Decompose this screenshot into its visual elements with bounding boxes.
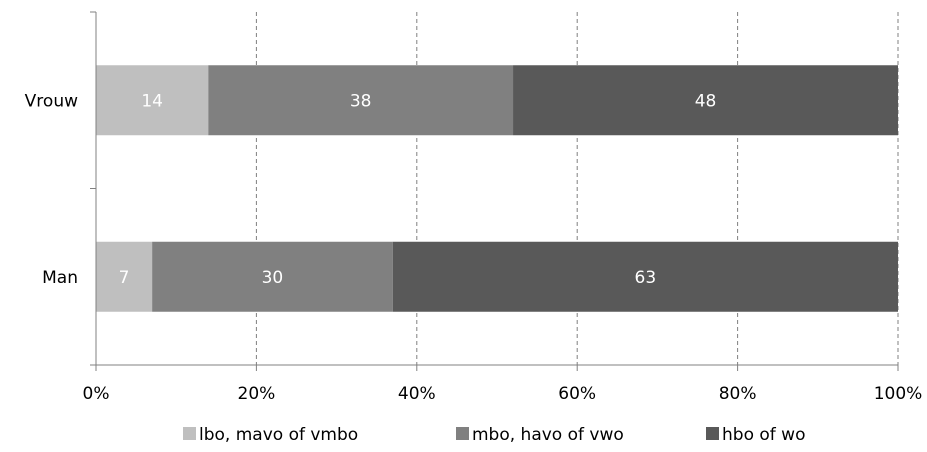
x-tick-label: 60%	[558, 384, 596, 404]
data-label: 38	[350, 91, 372, 111]
data-label: 48	[695, 91, 717, 111]
bar-segment	[152, 241, 393, 312]
bar-segment	[513, 65, 898, 136]
gridlines	[255, 12, 899, 365]
legend-swatch	[456, 427, 469, 440]
legend: lbo, mavo of vmbo mbo, havo of vwo hbo of …	[183, 425, 805, 445]
data-label: 14	[141, 91, 163, 111]
bar-segment	[392, 241, 898, 312]
data-label: 30	[262, 268, 284, 288]
x-tick-label: 100%	[874, 384, 923, 404]
x-tick-label: 40%	[398, 384, 436, 404]
category-label: Vrouw	[25, 91, 78, 111]
legend-label: lbo, mavo of vmbo	[199, 425, 358, 445]
bar-segment	[96, 65, 209, 136]
x-tick-label: 80%	[719, 384, 757, 404]
axes: 0% 20% 40% 60% 80% 100% Vrouw Man	[25, 11, 923, 404]
legend-label: mbo, havo of vwo	[472, 425, 624, 445]
data-label: 63	[635, 268, 657, 288]
category-label: Man	[42, 268, 78, 288]
data-label: 7	[119, 268, 130, 288]
bar-segment	[96, 241, 153, 312]
legend-swatch	[706, 427, 719, 440]
x-tick-label: 0%	[83, 384, 110, 404]
bar-segment	[208, 65, 514, 136]
legend-swatch	[183, 427, 196, 440]
bars: 14 38 48 7 30 63	[96, 65, 898, 312]
x-tick-label: 20%	[238, 384, 276, 404]
legend-label: hbo of wo	[722, 425, 805, 445]
